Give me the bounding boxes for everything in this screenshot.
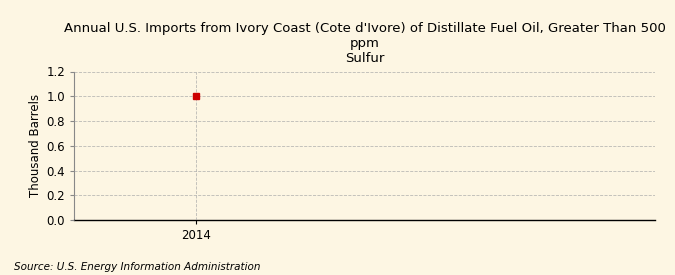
Text: Source: U.S. Energy Information Administration: Source: U.S. Energy Information Administ… — [14, 262, 260, 272]
Title: Annual U.S. Imports from Ivory Coast (Cote d'Ivore) of Distillate Fuel Oil, Grea: Annual U.S. Imports from Ivory Coast (Co… — [63, 22, 666, 65]
Y-axis label: Thousand Barrels: Thousand Barrels — [29, 94, 43, 197]
